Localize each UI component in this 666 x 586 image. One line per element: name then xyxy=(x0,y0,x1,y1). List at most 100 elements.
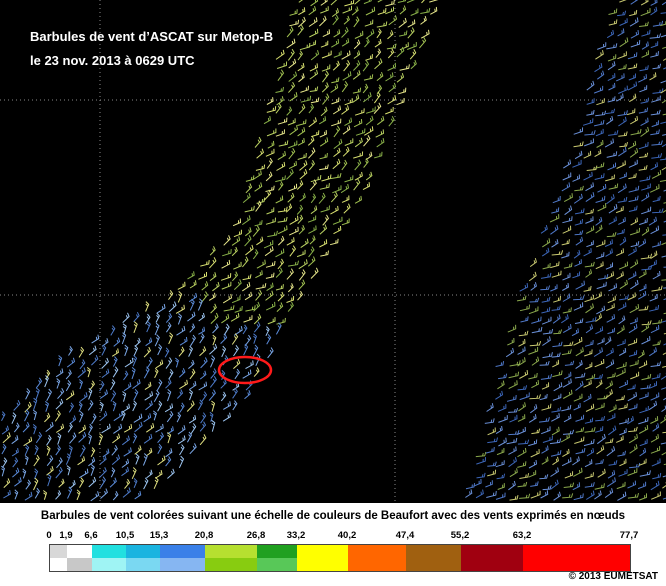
wind-barb xyxy=(178,346,185,357)
wind-barb xyxy=(661,99,666,104)
wind-barb xyxy=(629,17,639,27)
wind-barb xyxy=(496,473,506,480)
wind-barb xyxy=(332,14,339,26)
wind-barb xyxy=(354,0,361,5)
wind-barb xyxy=(65,369,72,380)
wind-barb xyxy=(596,252,605,260)
wind-barb xyxy=(619,0,627,3)
wind-barb xyxy=(650,434,659,443)
wind-barb xyxy=(197,399,204,411)
wind-barb xyxy=(639,493,647,501)
wind-barb xyxy=(177,425,186,435)
wind-barb xyxy=(640,117,649,127)
wind-barb xyxy=(530,490,541,499)
wind-barb xyxy=(549,214,560,223)
wind-barb xyxy=(596,305,606,315)
legend-color-segment xyxy=(92,545,126,571)
wind-barb xyxy=(122,435,130,446)
wind-barb xyxy=(649,305,660,312)
wind-barb xyxy=(65,453,71,465)
wind-barb xyxy=(495,425,503,435)
wind-barb xyxy=(222,412,231,422)
wind-barb xyxy=(662,113,666,116)
wind-barb xyxy=(517,357,526,367)
wind-barb xyxy=(156,379,163,391)
wind-barb xyxy=(333,147,341,157)
wind-barb xyxy=(605,380,613,390)
wind-barb xyxy=(67,422,73,433)
wind-barb xyxy=(210,312,219,324)
wind-barb xyxy=(296,249,306,258)
wind-barb xyxy=(583,285,592,292)
wind-barb xyxy=(121,332,127,345)
wind-barb xyxy=(222,293,233,304)
wind-barb xyxy=(606,151,618,158)
wind-barb xyxy=(627,492,639,499)
wind-barb xyxy=(575,447,586,455)
wind-barb xyxy=(102,448,110,458)
wind-barb xyxy=(286,295,295,303)
wind-barb xyxy=(627,338,638,346)
wind-barb xyxy=(186,400,195,412)
wind-barb xyxy=(585,316,597,323)
wind-barb xyxy=(1,457,8,468)
wind-barb xyxy=(629,359,639,367)
wind-barb xyxy=(44,401,49,412)
wind-barb xyxy=(618,315,626,325)
wind-barb xyxy=(88,423,93,434)
wind-barb xyxy=(615,368,626,377)
wind-barb xyxy=(308,225,317,234)
wind-barb xyxy=(122,323,127,335)
wind-barb xyxy=(210,355,216,368)
wind-barb xyxy=(122,487,131,498)
wind-barb xyxy=(365,6,376,16)
wind-barb xyxy=(341,50,351,60)
wind-barb xyxy=(299,160,308,171)
wind-barb xyxy=(605,347,614,357)
wind-barb xyxy=(24,491,33,501)
legend-color-segment xyxy=(126,545,160,571)
wind-barb xyxy=(188,414,197,424)
wind-barb xyxy=(542,263,551,270)
wind-barb xyxy=(630,128,642,136)
wind-barb xyxy=(564,471,574,479)
wind-barb xyxy=(332,158,341,170)
wind-barb xyxy=(595,128,604,137)
wind-barb xyxy=(396,73,405,83)
wind-barb xyxy=(244,227,252,237)
wind-barb xyxy=(321,174,332,182)
wind-barb xyxy=(310,175,322,183)
wind-barb xyxy=(234,305,243,313)
wind-barb xyxy=(24,455,29,466)
legend-tick-label: 0 xyxy=(46,530,52,541)
wind-barb xyxy=(275,248,285,258)
wind-barb xyxy=(630,30,640,39)
wind-barb xyxy=(542,328,554,335)
wind-barb xyxy=(201,391,208,402)
wind-barb xyxy=(55,466,63,479)
wind-barb xyxy=(344,0,355,7)
wind-barb xyxy=(584,261,595,268)
wind-barb xyxy=(552,341,563,348)
wind-barb xyxy=(562,272,571,281)
wind-barb xyxy=(288,226,299,236)
wind-barb xyxy=(606,303,615,312)
wind-barb xyxy=(660,156,666,161)
wind-barb xyxy=(573,141,584,148)
wind-barb xyxy=(288,71,298,82)
wind-barb xyxy=(209,376,217,388)
legend-tick-label: 55,2 xyxy=(450,530,470,541)
wind-barb xyxy=(25,388,31,400)
wind-barb xyxy=(78,424,86,434)
wind-barb xyxy=(3,478,11,488)
wind-barb xyxy=(320,205,330,213)
wind-barb xyxy=(332,105,342,115)
wind-barb xyxy=(608,19,618,26)
wind-barb xyxy=(651,170,662,179)
wind-barb xyxy=(641,226,650,236)
wind-barb xyxy=(99,380,105,392)
wind-barb xyxy=(288,183,298,192)
wind-barb xyxy=(13,399,21,411)
wind-barb xyxy=(286,168,294,180)
wind-barb xyxy=(475,489,484,499)
